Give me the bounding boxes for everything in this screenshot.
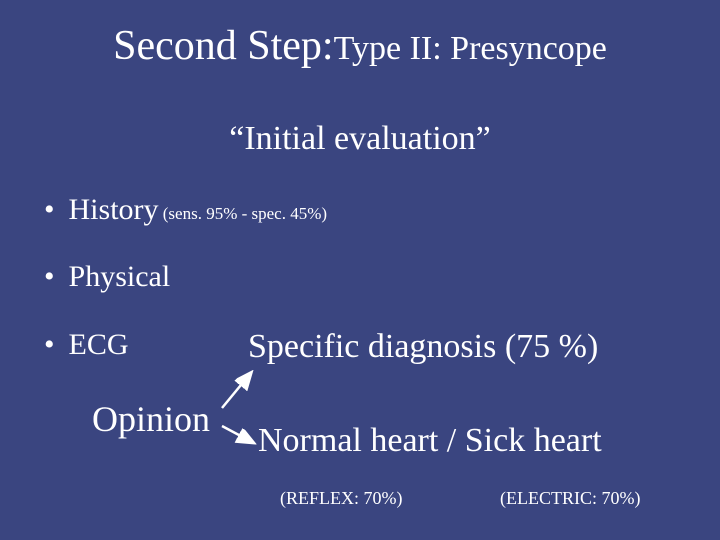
electric-text: (ELECTRIC: 70%) <box>500 488 640 509</box>
reflex-text: (REFLEX: 70%) <box>280 488 402 509</box>
arrow-up-icon <box>218 366 260 416</box>
normal-sick-heart-text: Normal heart / Sick heart <box>258 422 602 460</box>
arrow-down-icon <box>218 420 260 452</box>
bullet-label: History <box>69 193 159 226</box>
title-sub: Type II: Presyncope <box>334 30 607 67</box>
title-main: Second Step: <box>113 23 333 69</box>
specific-diagnosis-text: Specific diagnosis (75 %) <box>248 328 598 366</box>
slide: Second Step:Type II: Presyncope “Initial… <box>0 0 720 540</box>
bullet-history: • History (sens. 95% - spec. 45%) <box>44 193 327 227</box>
bullet-label: ECG <box>69 328 129 361</box>
subtitle: “Initial evaluation” <box>0 120 720 158</box>
bullet-ecg: • ECG <box>44 328 129 362</box>
opinion-text: Opinion <box>92 398 210 440</box>
bullet-dot-icon: • <box>44 260 55 293</box>
bullet-annotation: (sens. 95% - spec. 45%) <box>159 204 328 223</box>
bullet-label: Physical <box>69 260 171 293</box>
bullet-dot-icon: • <box>44 193 55 226</box>
bullet-physical: • Physical <box>44 260 170 294</box>
slide-title: Second Step:Type II: Presyncope <box>0 22 720 70</box>
bullet-dot-icon: • <box>44 328 55 361</box>
